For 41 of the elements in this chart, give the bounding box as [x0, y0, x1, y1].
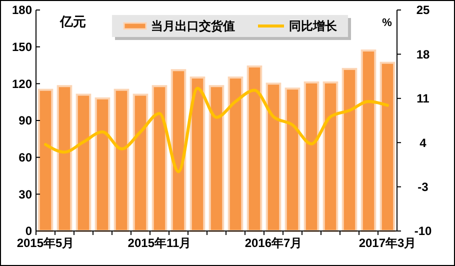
- legend-label: 同比增长: [289, 19, 338, 34]
- bar: [190, 76, 206, 232]
- bar: [284, 88, 300, 232]
- bar: [208, 85, 224, 232]
- y2-tick-label: 25: [416, 3, 430, 18]
- bar: [342, 68, 358, 232]
- y-tick-label: 0: [25, 224, 32, 238]
- bar: [246, 65, 262, 232]
- bar: [76, 94, 92, 232]
- bar: [228, 76, 244, 232]
- y2-tick-label: 18: [416, 47, 430, 62]
- y2-tick-label: 11: [416, 92, 430, 106]
- bar: [114, 88, 130, 232]
- bar: [304, 81, 320, 232]
- x-tick-label: 2015年11月: [128, 236, 192, 250]
- y-tick-label: 120: [12, 76, 32, 91]
- x-tick-label: 2015年5月: [16, 236, 74, 250]
- y-tick-label: 30: [18, 187, 32, 202]
- y2-tick-label: -3: [418, 180, 429, 194]
- x-tick-label: 2016年7月: [244, 236, 302, 250]
- x-tick-label: 2017年3月: [358, 236, 416, 250]
- bar: [170, 69, 186, 232]
- y-tick-label: 150: [12, 40, 32, 54]
- y2-tick-label: -10: [414, 224, 432, 238]
- legend-label: 当月出口交货值: [151, 19, 235, 34]
- bar: [152, 85, 168, 232]
- y-axis-title: 亿元: [59, 14, 86, 29]
- y2-axis-title: %: [382, 17, 392, 29]
- bar: [266, 82, 282, 232]
- y-tick-label: 60: [18, 150, 32, 165]
- bar: [132, 94, 148, 232]
- y-tick-label: 90: [18, 114, 32, 128]
- bar: [94, 97, 110, 232]
- y-tick-label: 180: [12, 3, 32, 18]
- bar: [322, 81, 338, 232]
- line-series: [44, 86, 389, 174]
- bar: [56, 85, 72, 232]
- bar: [380, 62, 396, 232]
- y2-tick-label: 4: [420, 136, 427, 150]
- bar: [38, 88, 54, 232]
- bar: [360, 50, 376, 232]
